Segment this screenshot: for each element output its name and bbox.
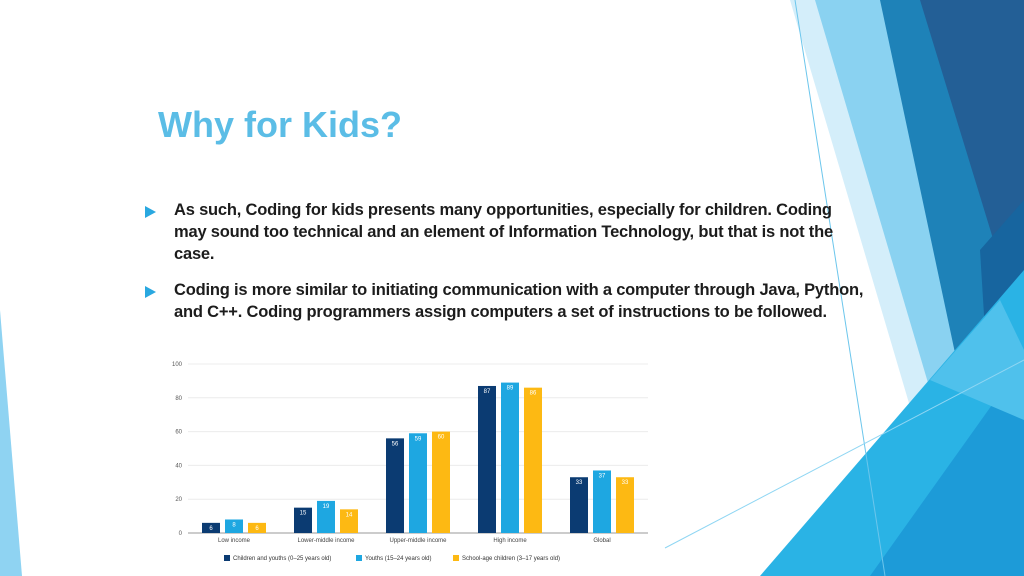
bar xyxy=(409,433,427,533)
bar-value-label: 33 xyxy=(622,480,629,486)
x-tick-label: Low income xyxy=(218,538,251,544)
bar-value-label: 6 xyxy=(209,526,213,532)
y-tick-label: 100 xyxy=(172,362,183,368)
bar xyxy=(524,387,542,533)
y-tick-label: 80 xyxy=(175,396,182,402)
triangle-arrow-right-icon xyxy=(145,279,174,303)
bullet-item: As such, Coding for kids presents many o… xyxy=(145,199,865,265)
bar-value-label: 19 xyxy=(323,504,330,510)
bar-value-label: 15 xyxy=(300,511,307,517)
bar xyxy=(340,509,358,533)
bar xyxy=(593,470,611,533)
bar xyxy=(317,500,335,533)
legend-swatch xyxy=(453,555,459,561)
bar xyxy=(432,431,450,533)
bar-value-label: 8 xyxy=(232,522,236,528)
bullet-text: As such, Coding for kids presents many o… xyxy=(174,201,833,263)
bar-value-label: 33 xyxy=(576,480,583,486)
bar xyxy=(294,507,312,533)
legend-swatch xyxy=(356,555,362,561)
bar xyxy=(616,477,634,533)
legend-swatch xyxy=(224,555,230,561)
y-tick-label: 60 xyxy=(175,430,182,436)
legend-label: Children and youths (0–25 years old) xyxy=(233,556,331,562)
x-tick-label: Lower-middle income xyxy=(297,538,355,544)
legend-label: School-age children (3–17 years old) xyxy=(462,556,560,562)
bar-value-label: 87 xyxy=(484,389,491,395)
bar xyxy=(248,522,266,533)
bar xyxy=(478,385,496,533)
bar-value-label: 86 xyxy=(530,391,537,397)
bar xyxy=(202,522,220,533)
y-tick-label: 0 xyxy=(179,531,183,537)
x-tick-label: Global xyxy=(593,538,610,544)
y-tick-label: 20 xyxy=(175,497,182,503)
bar-value-label: 89 xyxy=(507,386,514,392)
bullet-item: Coding is more similar to initiating com… xyxy=(145,279,865,323)
legend-label: Youths (15–24 years old) xyxy=(365,556,432,562)
bar xyxy=(225,519,243,533)
bar xyxy=(501,382,519,533)
x-tick-label: High income xyxy=(493,538,527,544)
triangle-arrow-right-icon xyxy=(145,199,174,223)
bar-value-label: 56 xyxy=(392,441,399,447)
bar-value-label: 60 xyxy=(438,435,445,441)
slide-title: Why for Kids? xyxy=(158,104,402,145)
bar-value-label: 37 xyxy=(599,473,606,479)
bar-value-label: 59 xyxy=(415,436,422,442)
x-tick-label: Upper-middle income xyxy=(389,538,447,544)
y-tick-label: 40 xyxy=(175,463,182,469)
bar-value-label: 14 xyxy=(346,512,353,518)
bullet-text: Coding is more similar to initiating com… xyxy=(174,281,864,321)
bar-value-label: 6 xyxy=(255,526,259,532)
bar xyxy=(570,477,588,533)
bar xyxy=(386,438,404,533)
